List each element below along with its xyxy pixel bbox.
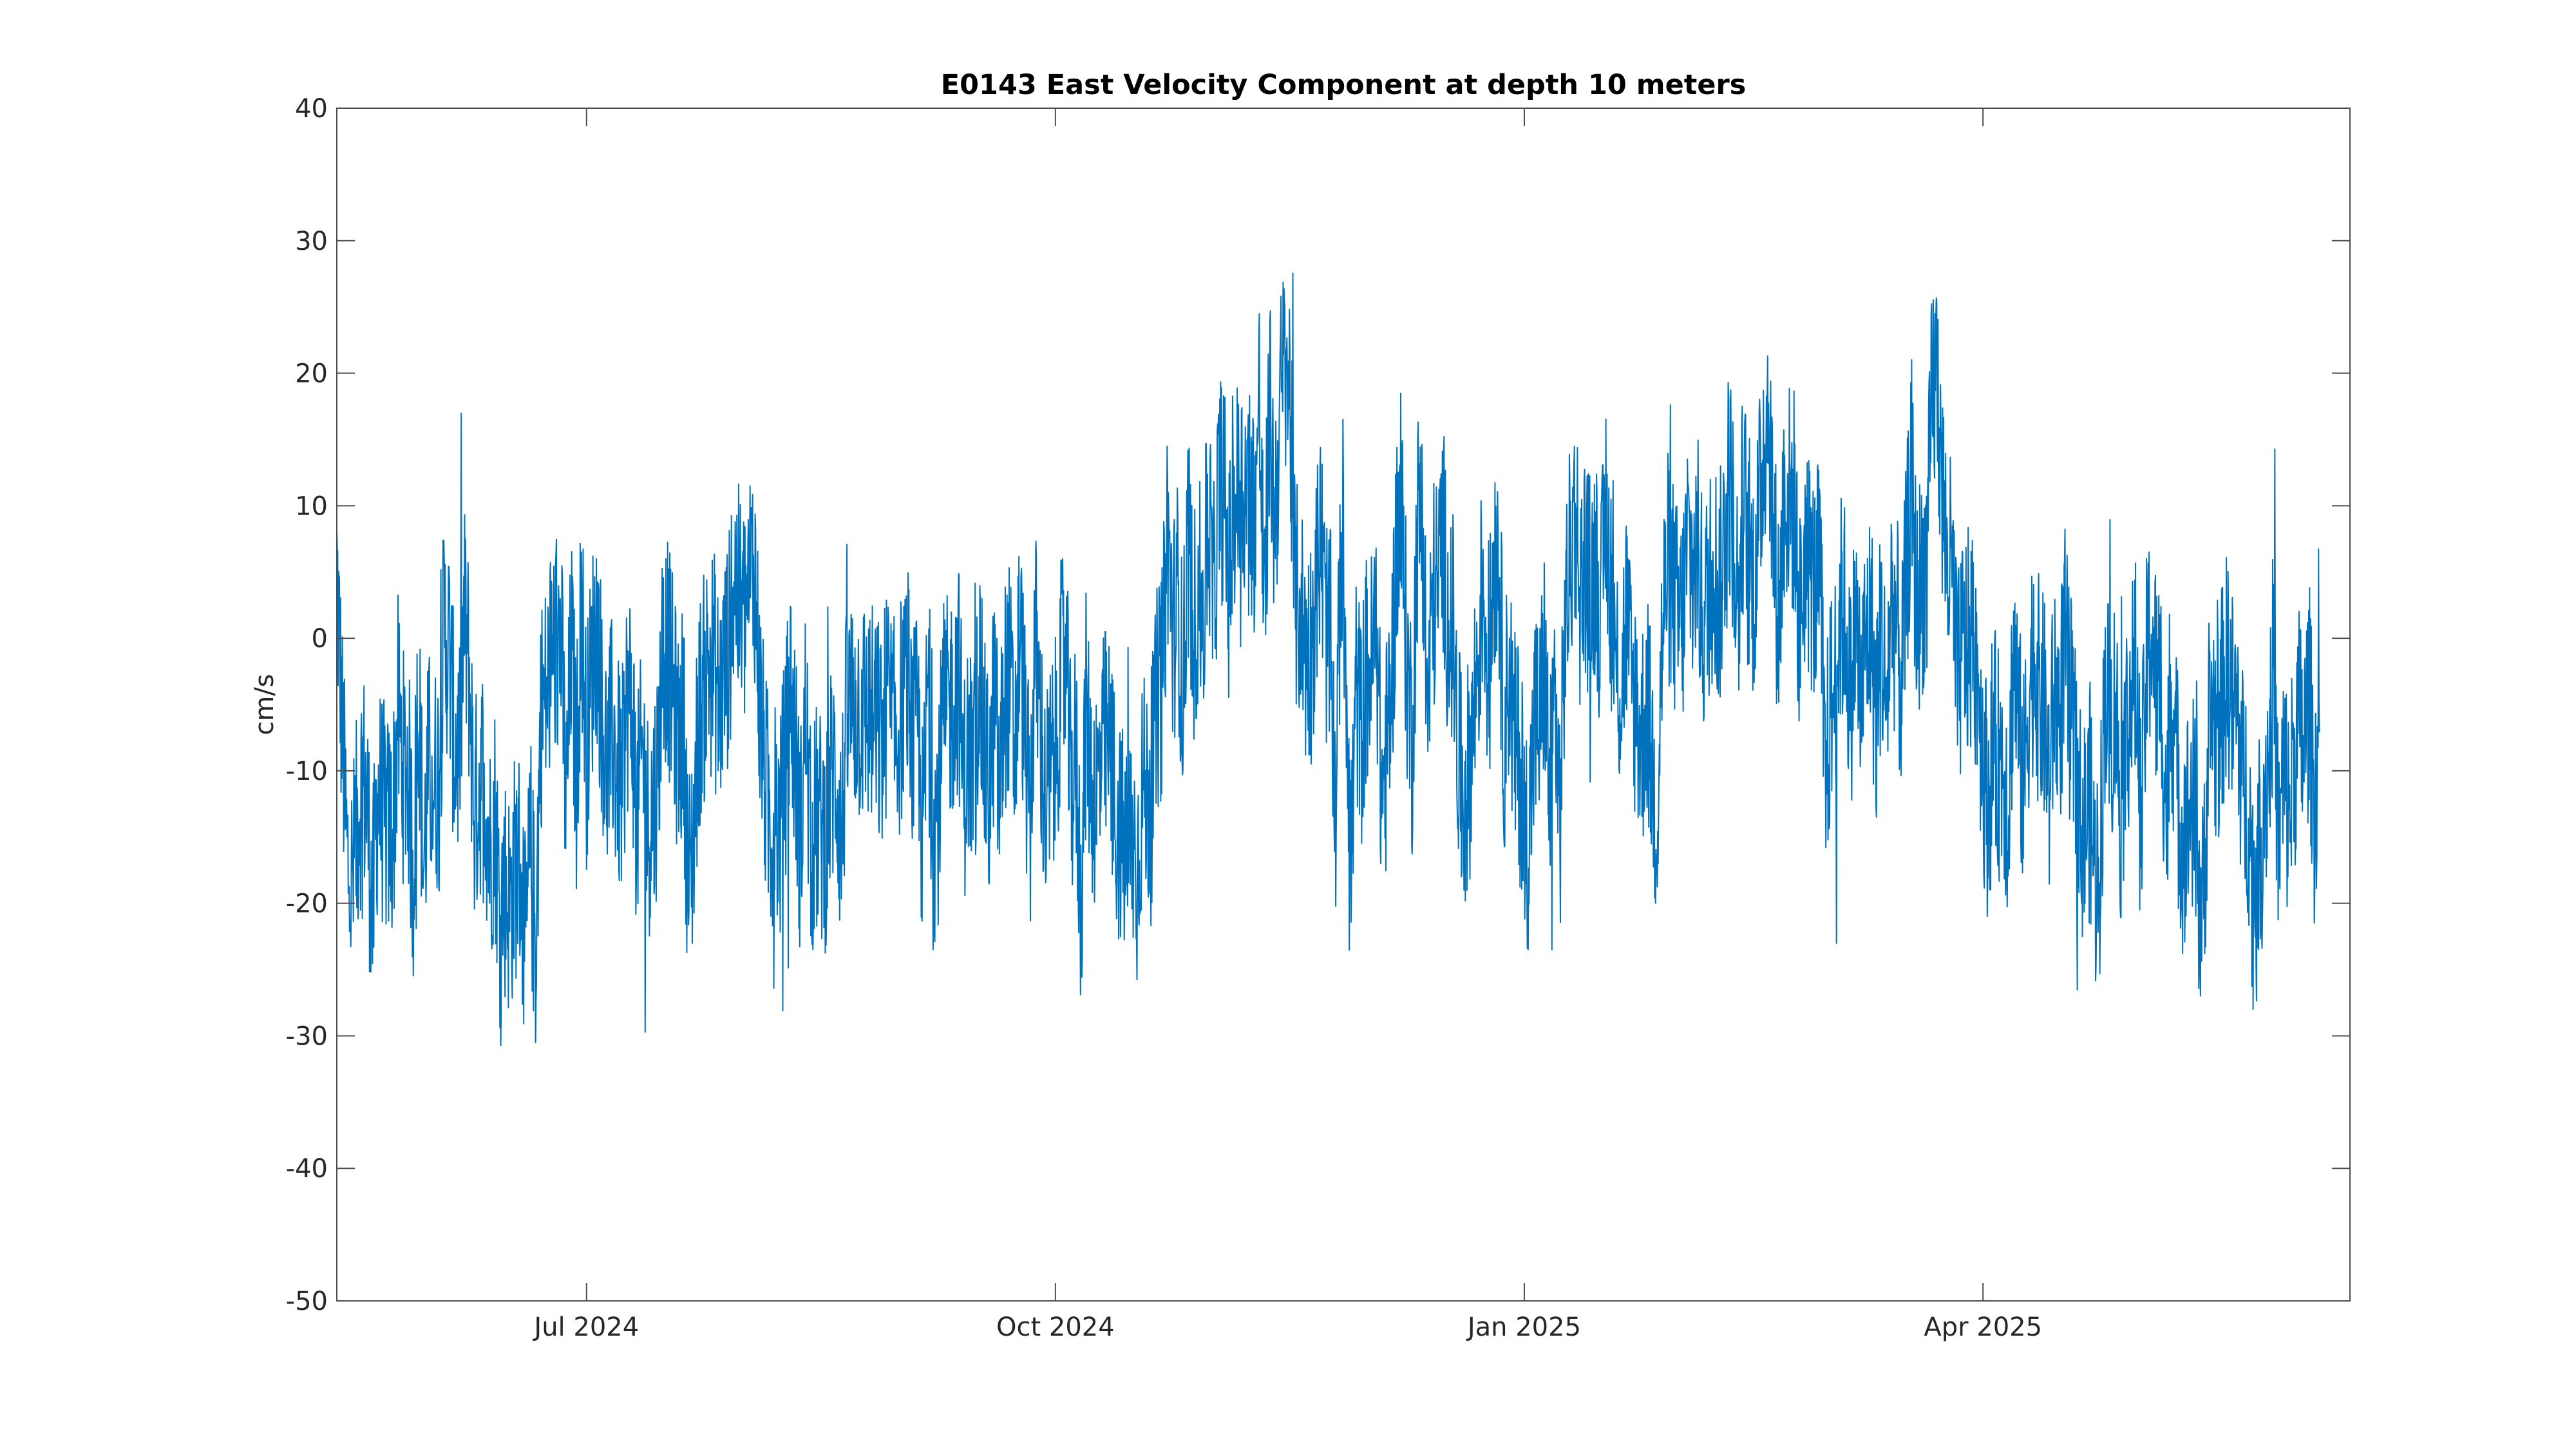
plot-frame [336,108,2351,1302]
y-tick-label: 0 [312,624,328,654]
series-layer [336,272,2320,1046]
series-line [336,272,2320,1046]
chart-title: E0143 East Velocity Component at depth 1… [941,69,1747,101]
y-tick-label: 10 [295,491,328,521]
tick-layer: 40 30 20 10 0 -10 -20 -30 -40 -50 Jul 2024 Oct 2024… [286,94,2350,1342]
y-tick-label: 20 [295,359,328,389]
y-tick-label: -50 [286,1287,328,1316]
y-tick-label: 30 [295,227,328,256]
x-tick-label: Jul 2024 [532,1312,639,1342]
y-axis-label: cm/s [250,674,279,735]
y-tick-label: 40 [295,94,328,124]
y-tick-label: -40 [286,1154,328,1184]
y-tick-label: -20 [286,889,328,919]
x-tick-label: Oct 2024 [996,1312,1115,1342]
x-tick-label: Apr 2025 [1924,1312,2042,1342]
y-tick-label: -30 [286,1021,328,1051]
x-tick-label: Jan 2025 [1466,1312,1581,1342]
y-tick-label: -10 [286,757,328,786]
